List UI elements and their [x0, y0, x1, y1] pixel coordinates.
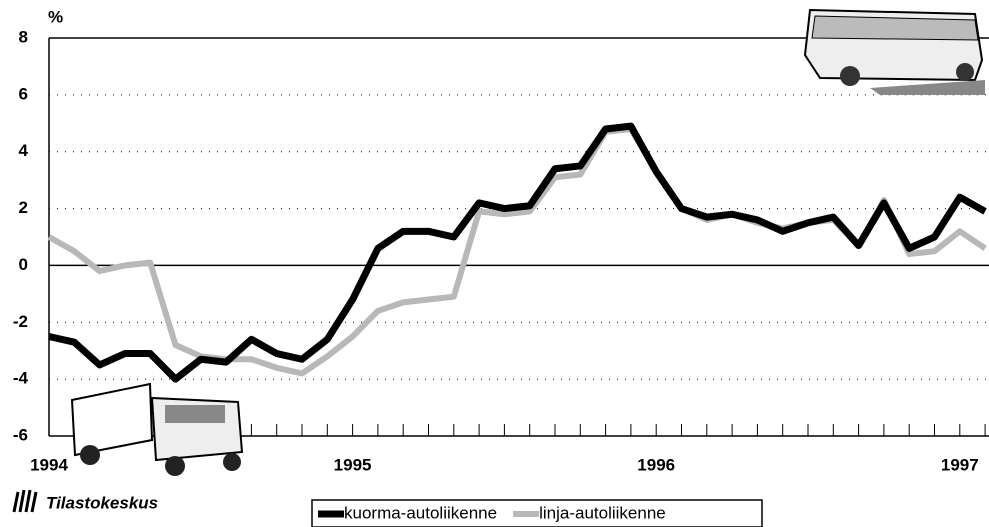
x-tick-label: 1994	[30, 455, 68, 474]
legend-label: linja-autoliikenne	[539, 503, 666, 522]
x-tick-label: 1996	[637, 455, 675, 474]
legend-item: kuorma-autoliikenne	[318, 503, 497, 522]
logo-text: Tilastokeskus	[46, 493, 158, 512]
y-tick-label: -2	[13, 312, 28, 331]
y-axis-label: %	[48, 7, 63, 26]
x-tick-label: 1997	[941, 455, 979, 474]
truck-icon	[72, 384, 242, 476]
y-tick-label: -6	[13, 425, 28, 444]
x-tick-label: 1995	[334, 455, 372, 474]
y-tick-label: 6	[19, 84, 28, 103]
chart: % -6 -4 -2 0 2 4 6 8 1994 1995 1996 1997 Tilastokes…	[0, 0, 989, 527]
y-tick-label: 0	[19, 255, 28, 274]
logo: Tilastokeskus	[14, 490, 158, 512]
y-tick-label: 8	[19, 27, 28, 46]
legend-label: kuorma-autoliikenne	[344, 503, 497, 522]
series-line	[49, 129, 985, 373]
y-tick-label: -4	[13, 369, 29, 388]
bus-icon	[805, 10, 985, 95]
y-tick-label: 4	[19, 141, 29, 160]
series-line	[49, 126, 985, 379]
y-tick-label: 2	[19, 198, 28, 217]
